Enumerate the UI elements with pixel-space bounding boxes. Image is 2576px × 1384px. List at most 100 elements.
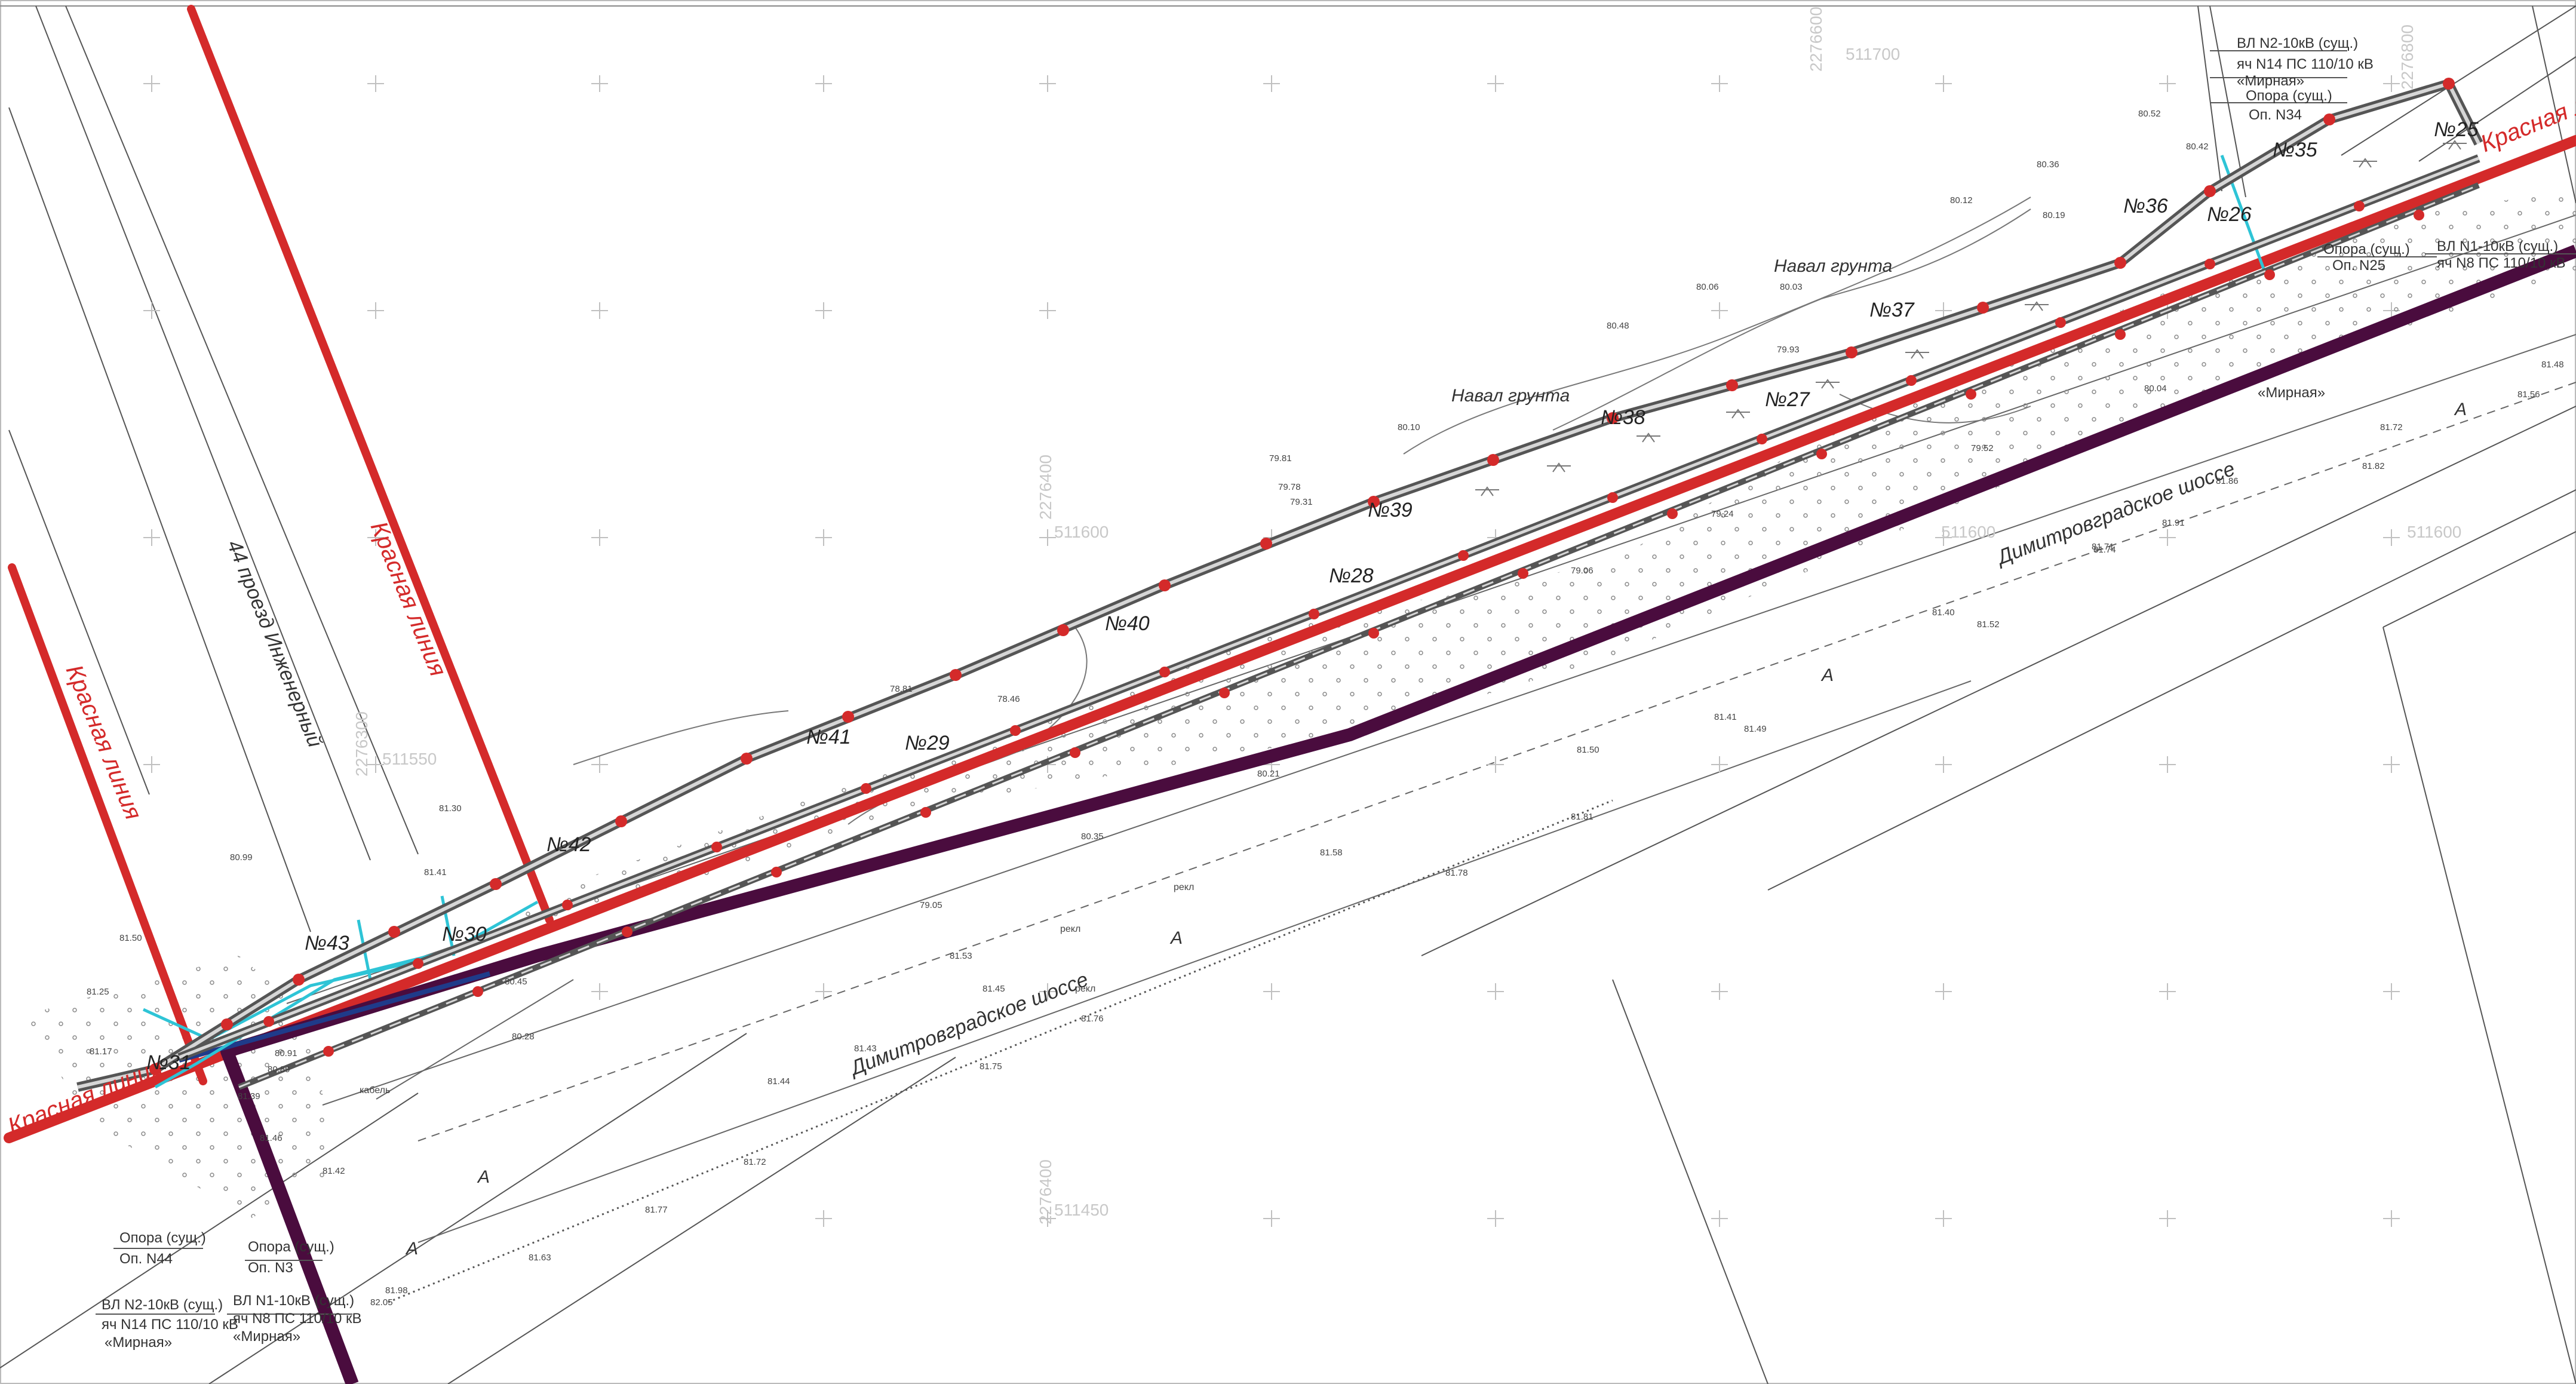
svg-text:81.43: 81.43 (854, 1044, 877, 1054)
svg-text:80.28: 80.28 (512, 1032, 535, 1042)
grid-label: 2276400 (1036, 455, 1055, 520)
red-lines (4, 5, 2576, 1143)
pole-label: №42 (546, 833, 591, 856)
pole-label: №41 (806, 726, 851, 748)
elevation-labels: 80.52 80.36 80.42 80.12 80.19 80.06 80.0… (87, 109, 2564, 1308)
svg-text:ВЛ N2-10кВ (сущ.): ВЛ N2-10кВ (сущ.) (2237, 35, 2358, 51)
svg-text:81.46: 81.46 (260, 1133, 283, 1143)
svg-text:80.04: 80.04 (2144, 383, 2167, 394)
grid-label: 511600 (1941, 523, 1995, 541)
svg-text:81.76: 81.76 (1081, 1014, 1104, 1024)
svg-text:80.12: 80.12 (1950, 195, 1973, 205)
svg-text:81.72: 81.72 (744, 1157, 766, 1167)
cable-track-upper (76, 79, 2483, 1092)
svg-text:81.77: 81.77 (645, 1205, 668, 1215)
svg-text:81.82: 81.82 (2362, 461, 2385, 471)
red-line-upper-diagonal (187, 5, 554, 924)
svg-text:78.81: 78.81 (890, 684, 913, 694)
svg-text:80.35: 80.35 (1081, 831, 1104, 842)
svg-text:81.39: 81.39 (238, 1091, 260, 1101)
grid-label: 511450 (1054, 1201, 1109, 1219)
svg-text:80.42: 80.42 (2186, 142, 2209, 152)
svg-text:81.75: 81.75 (980, 1061, 1002, 1072)
ditch-line (388, 799, 1613, 1303)
svg-text:79.05: 79.05 (920, 900, 942, 910)
svg-text:рекл: рекл (1060, 924, 1080, 934)
pole-label: №30 (442, 923, 487, 946)
svg-text:ВЛ N2-10кВ (сущ.): ВЛ N2-10кВ (сущ.) (102, 1297, 223, 1313)
svg-text:81.78: 81.78 (1445, 868, 1468, 878)
pole-label: №28 (1329, 564, 1374, 587)
svg-text:79.93: 79.93 (1777, 345, 1800, 355)
svg-text:81.48: 81.48 (2541, 360, 2564, 370)
grid-label: 511550 (382, 750, 437, 768)
street-label-proezd: 44 проезд Инженерный (223, 537, 327, 751)
svg-text:79.24: 79.24 (1711, 509, 1734, 519)
svg-text:Оп. N3: Оп. N3 (248, 1260, 293, 1276)
red-line-label-upper: Красная линия (366, 518, 452, 680)
svg-text:79.78: 79.78 (1278, 482, 1301, 492)
svg-text:81.52: 81.52 (1977, 619, 2000, 630)
grid-label: 511600 (2407, 523, 2461, 541)
shrub-symbols (1475, 140, 2467, 496)
svg-text:81.71: 81.71 (2092, 542, 2114, 552)
svg-text:81.17: 81.17 (90, 1047, 112, 1057)
pole-label: №27 (1765, 388, 1810, 411)
svg-text:81.45: 81.45 (982, 984, 1005, 994)
street-label-shosse-2: Димитровградское шоссе (846, 968, 1092, 1081)
svg-text:80.89: 80.89 (268, 1064, 290, 1075)
svg-text:A: A (477, 1167, 490, 1187)
svg-text:яч N8 ПС 110/10 кВ: яч N8 ПС 110/10 кВ (2437, 255, 2566, 271)
grid-labels: 2276400 2276300 2276600 2276800 2276400 … (352, 7, 2461, 1225)
pole-label: №25 (2434, 118, 2479, 141)
svg-text:80.03: 80.03 (1780, 282, 1803, 292)
svg-text:80.52: 80.52 (2138, 109, 2161, 119)
track-markers (149, 78, 2455, 1075)
svg-text:81.53: 81.53 (950, 951, 972, 961)
svg-text:80.19: 80.19 (2043, 210, 2065, 220)
svg-text:81.41: 81.41 (1714, 712, 1737, 722)
dotted-area-left (24, 956, 334, 1219)
misc-labels: рекл рекл рекл кабель (360, 882, 1194, 1095)
pole-label: №39 (1368, 499, 1413, 521)
svg-text:рекл: рекл (1174, 882, 1194, 892)
svg-text:Оп. N25: Оп. N25 (2332, 257, 2385, 274)
svg-text:яч N14 ПС 110/10 кВ: яч N14 ПС 110/10 кВ (102, 1317, 238, 1333)
pole-labels: №25 №35 №36 №26 №37 №27 №38 №39 №28 №40 … (146, 118, 2479, 1074)
mirnaya-label: «Мирная» (2258, 385, 2325, 401)
svg-text:81.81: 81.81 (1571, 812, 1594, 822)
callout-right-mid: Опора (сущ.) Оп. N25 ВЛ N1-10кВ (сущ.) я… (2317, 238, 2576, 274)
callout-bottom-left: Опора (сущ.) Оп. N44 Опора (сущ.) Оп. N3… (96, 1230, 362, 1351)
svg-text:A: A (405, 1239, 418, 1259)
svg-text:81.30: 81.30 (439, 803, 462, 814)
svg-text:«Мирная»: «Мирная» (233, 1328, 300, 1345)
svg-text:кабель: кабель (360, 1085, 390, 1095)
svg-text:81.98: 81.98 (385, 1285, 408, 1296)
svg-text:80.45: 80.45 (505, 977, 527, 987)
svg-text:«Мирная»: «Мирная» (105, 1334, 172, 1351)
svg-text:Оп. N44: Оп. N44 (119, 1251, 173, 1267)
svg-text:79.31: 79.31 (1290, 497, 1313, 507)
svg-text:Оп. N34: Оп. N34 (2249, 107, 2302, 123)
svg-text:81.74: 81.74 (2093, 545, 2116, 555)
pole-label: №40 (1105, 612, 1150, 635)
svg-text:Опора (сущ.): Опора (сущ.) (119, 1230, 206, 1246)
svg-text:80.99: 80.99 (230, 852, 253, 863)
pole-label: №31 (146, 1051, 191, 1074)
pole-label: №37 (1869, 299, 1915, 321)
svg-text:Опора (сущ.): Опора (сущ.) (248, 1239, 334, 1255)
svg-text:82.05: 82.05 (370, 1297, 393, 1308)
svg-text:A: A (2454, 400, 2467, 419)
svg-text:79.52: 79.52 (1971, 443, 1994, 453)
svg-text:ВЛ N1-10кВ (сущ.): ВЛ N1-10кВ (сущ.) (233, 1293, 354, 1309)
red-line-left-vertical (8, 563, 207, 1085)
svg-text:81.40: 81.40 (1932, 607, 1955, 618)
grid-label: 2276400 (1036, 1159, 1055, 1225)
svg-text:79.06: 79.06 (1571, 566, 1594, 576)
svg-text:81.50: 81.50 (1577, 745, 1599, 755)
pole-label: №35 (2273, 139, 2317, 161)
svg-text:81.72: 81.72 (2380, 422, 2403, 432)
svg-text:81.44: 81.44 (767, 1076, 790, 1087)
